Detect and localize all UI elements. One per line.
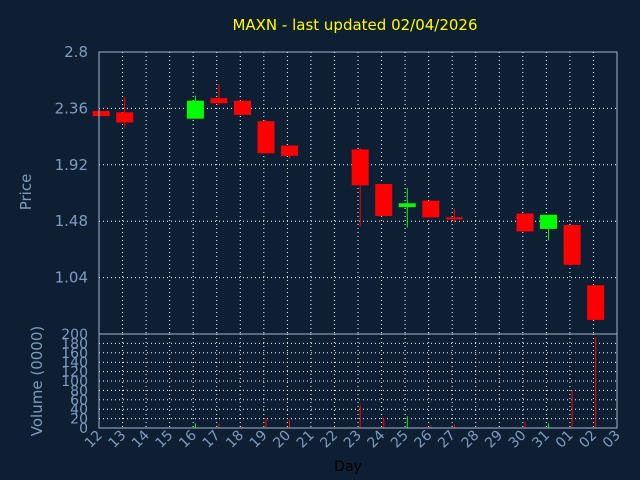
candle-body: [233, 100, 251, 115]
candle-body: [351, 149, 369, 186]
candle-body: [92, 110, 110, 117]
candle-series: [92, 84, 605, 320]
price-tick-label: 1.92: [55, 156, 88, 174]
volume-tick-label: 120: [61, 365, 88, 381]
volume-tick-label: 40: [70, 402, 88, 418]
candle-body: [281, 145, 299, 156]
x-ticks: 12 13 14 15 16 17 18 19 20 21 22 23 24 25 26 27 28 29 30 31…: [82, 427, 624, 451]
price-axis-label: Price: [17, 174, 35, 211]
candle-body: [445, 217, 463, 220]
price-tick-label: 2.36: [55, 99, 88, 117]
candle-body: [422, 200, 440, 218]
volume-axis-label: Volume (0000): [28, 326, 46, 436]
candle-body: [210, 98, 228, 104]
price-ticks: 1.04 1.48 1.92 2.36 2.8: [55, 43, 88, 287]
candle-body: [186, 100, 204, 119]
candle-body: [257, 121, 275, 154]
volume-tick-label: 160: [61, 346, 88, 362]
volume-tick-label: 20: [70, 412, 88, 428]
candle-body: [587, 285, 605, 320]
candle-body: [116, 112, 134, 123]
volume-tick-label: 80: [70, 383, 88, 399]
candle-body: [540, 214, 558, 229]
price-tick-label: 1.04: [55, 269, 88, 287]
volume-tick-label: 0: [79, 421, 88, 437]
volume-tick-label: 100: [61, 374, 88, 390]
volume-tick-label: 200: [61, 327, 88, 343]
candle-body: [516, 213, 534, 232]
volume-tick-label: 180: [61, 336, 88, 352]
candle-body: [375, 184, 393, 217]
candle-body: [563, 225, 581, 265]
volume-series: [194, 337, 597, 428]
price-tick-label: 2.8: [64, 43, 88, 61]
volume-tick-label: 140: [61, 355, 88, 371]
x-axis-label: Day: [334, 459, 362, 475]
candle-body: [398, 203, 416, 208]
volume-tick-label: 60: [70, 393, 88, 409]
chart-title: MAXN - last updated 02/04/2026: [232, 16, 477, 34]
volume-panel-frame: [98, 333, 618, 429]
price-tick-label: 1.48: [55, 212, 88, 230]
